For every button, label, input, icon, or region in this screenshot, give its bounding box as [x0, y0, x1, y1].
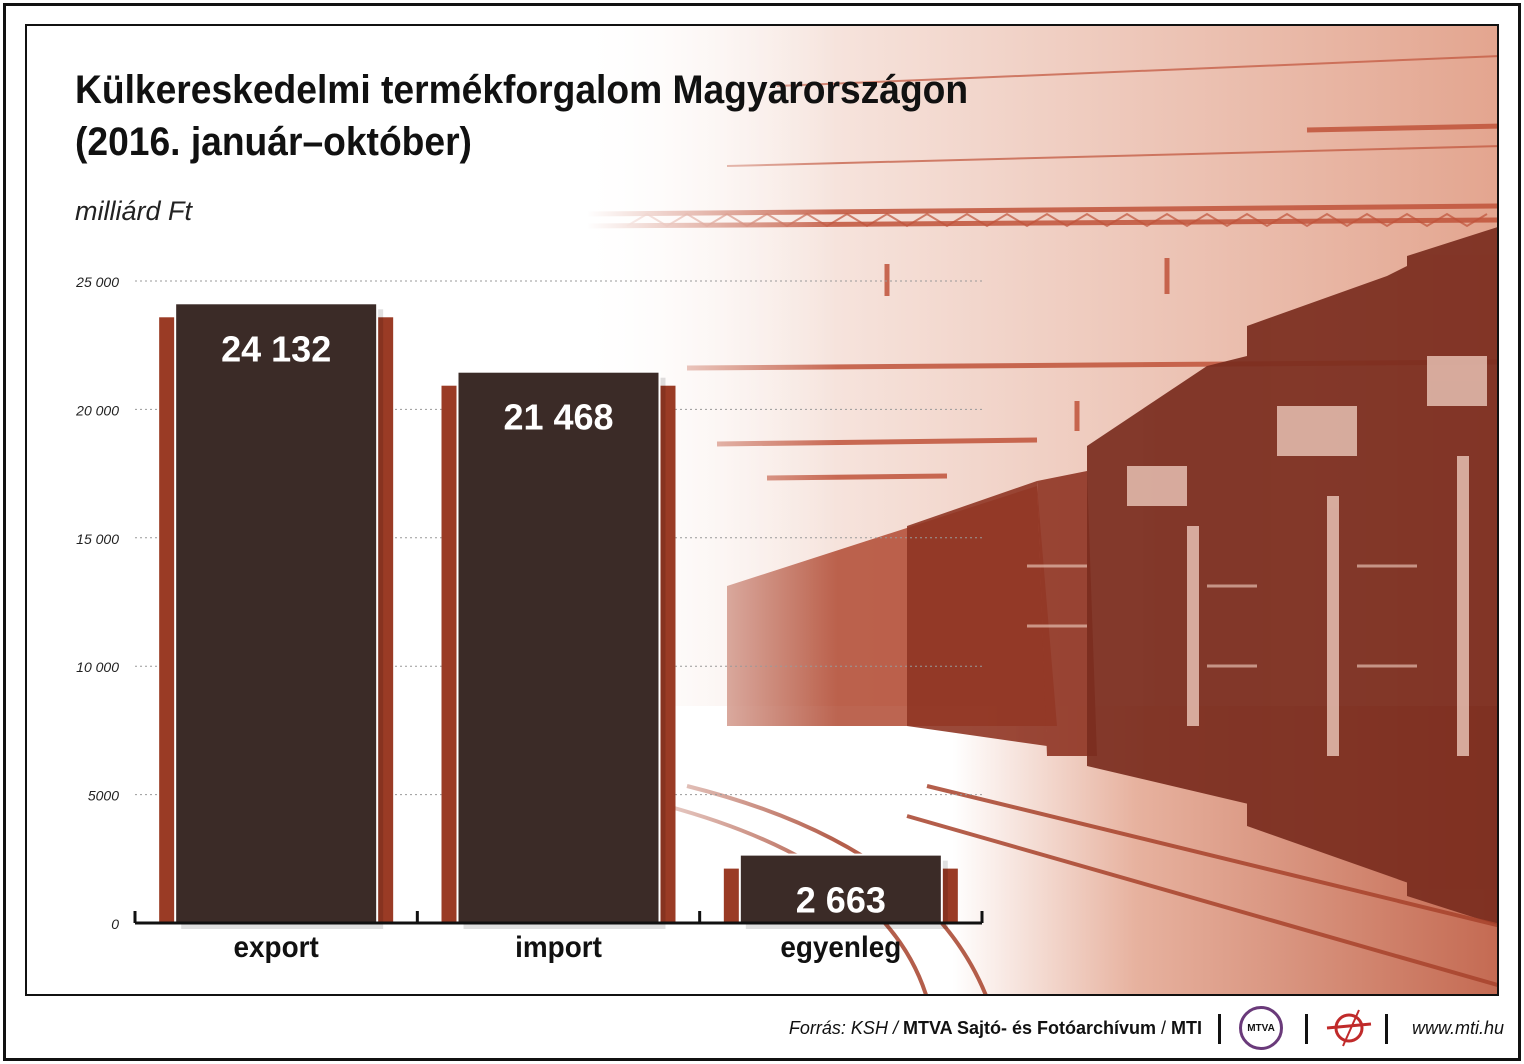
category-label: export [234, 931, 320, 964]
y-tick-label: 10 000 [76, 659, 119, 675]
mtva-logo-text: MTVA [1247, 1023, 1275, 1034]
data-label: 2 663 [796, 880, 886, 921]
source-separator: / [1155, 1018, 1171, 1038]
y-axis-ticks: 0 5000 10 000 15 000 20 000 25 000 [75, 274, 119, 932]
y-tick-label: 15 000 [76, 531, 119, 547]
bar [738, 853, 943, 924]
mtva-logo: MTVA [1239, 1006, 1283, 1050]
bar [456, 370, 661, 924]
data-label: 24 132 [221, 328, 331, 369]
category-label: egyenleg [780, 931, 901, 964]
source-prefix: Forrás: KSH / [788, 1018, 903, 1038]
website-url: www.mti.hu [1412, 1018, 1505, 1038]
footer-divider [1385, 1014, 1388, 1044]
footer-divider [1305, 1014, 1308, 1044]
chart-panel: Külkereskedelmi termékforgalom Magyarors… [25, 24, 1499, 996]
mti-logo-icon [1326, 1009, 1372, 1047]
source-credit: Forrás: KSH / MTVA Sajtó- és Fotóarchívu… [789, 1018, 1202, 1039]
bars [159, 302, 958, 929]
source-end: MTI [1171, 1018, 1202, 1038]
x-axis [133, 911, 984, 925]
data-label: 21 468 [503, 397, 613, 438]
bar-chart: 0 5000 10 000 15 000 20 000 25 000 24 132 expo… [75, 274, 984, 964]
source-main: MTVA Sajtó- és Fotóarchívum [902, 1018, 1156, 1038]
bar [174, 302, 379, 925]
title-line-1: Külkereskedelmi termékforgalom Magyarors… [75, 68, 969, 112]
y-tick-label: 20 000 [75, 402, 119, 418]
y-tick-label: 0 [111, 916, 119, 932]
footer-divider [1218, 1014, 1221, 1044]
y-tick-label: 25 000 [75, 274, 119, 290]
unit-label: milliárd Ft [75, 196, 193, 226]
chart-title: Külkereskedelmi termékforgalom Magyarors… [75, 64, 1098, 168]
labels: 24 132 export 21 468 import 2 663 egyenleg [221, 328, 901, 964]
y-tick-label: 5000 [88, 788, 119, 804]
category-label: import [515, 931, 602, 964]
outer-frame [3, 3, 1521, 1061]
footer: Forrás: KSH / MTVA Sajtó- és Fotóarchívu… [0, 1000, 1524, 1060]
title-line-2: (2016. január–október) [75, 120, 472, 164]
